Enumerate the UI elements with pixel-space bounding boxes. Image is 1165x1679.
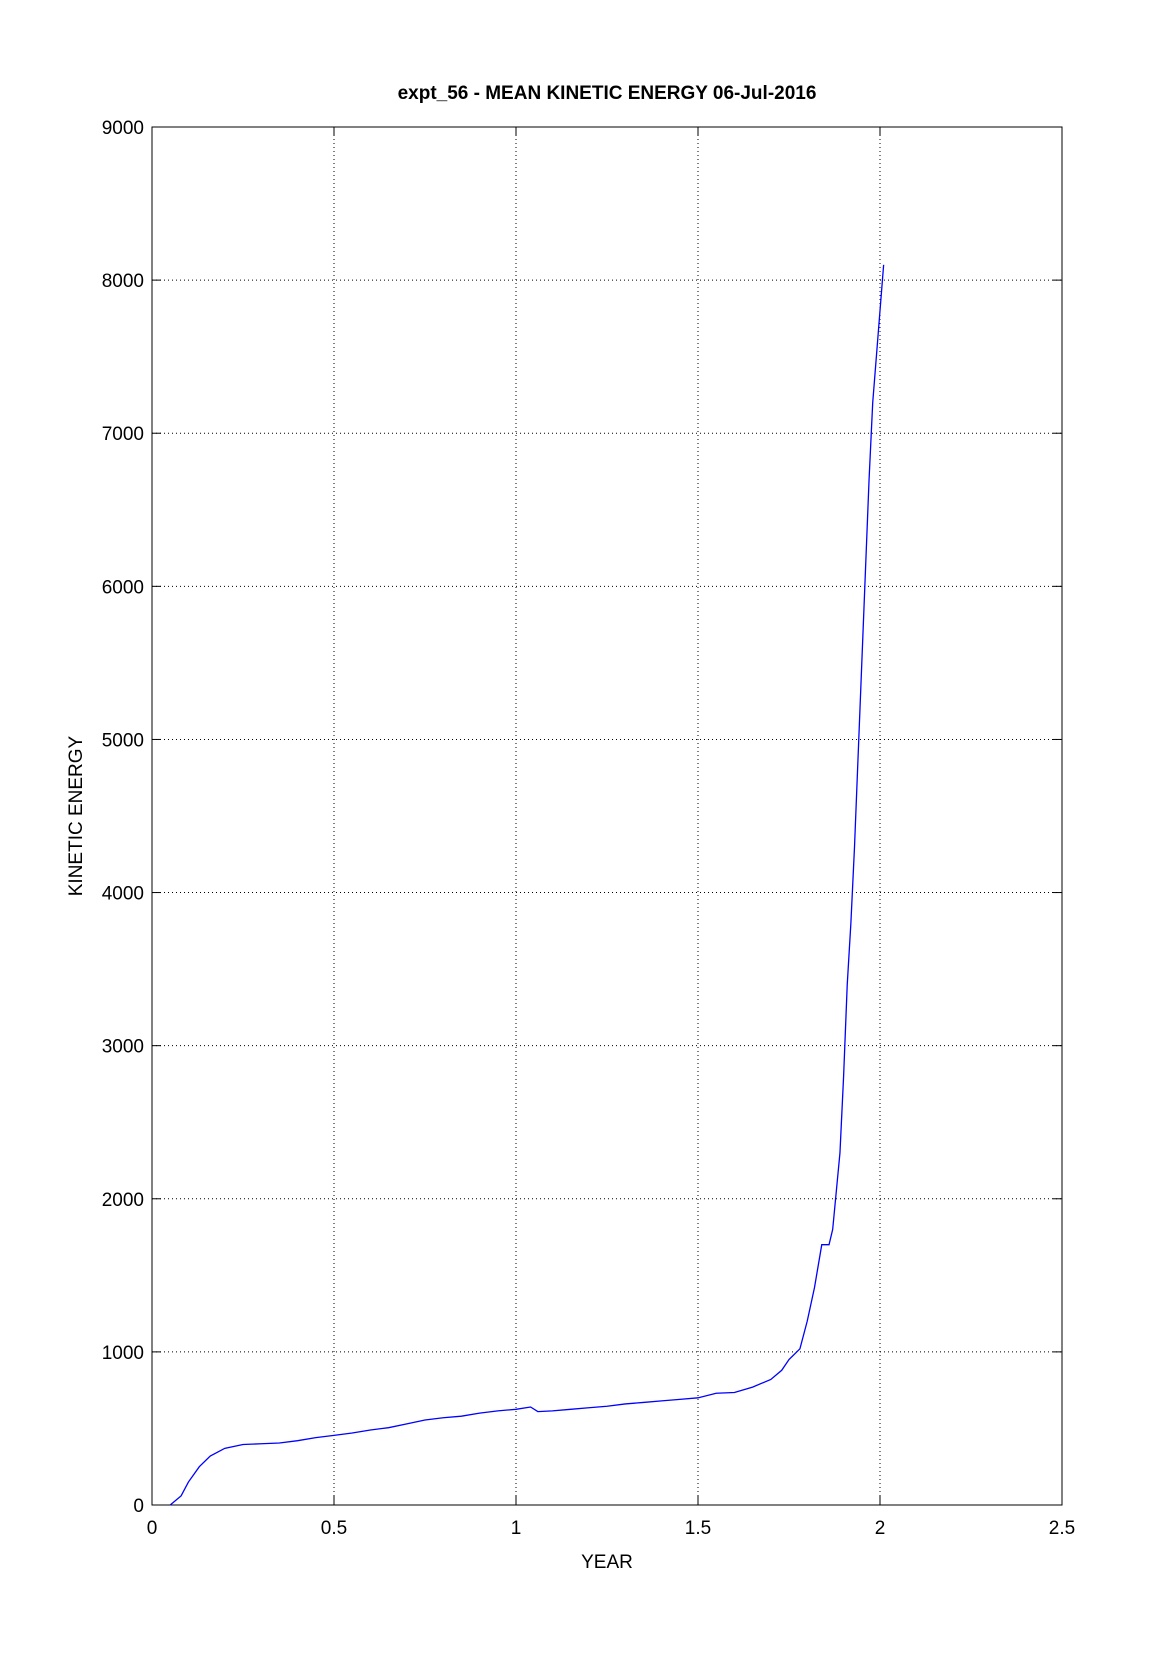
y-tick-label: 7000 — [102, 424, 144, 445]
x-tick-label: 1 — [511, 1518, 522, 1539]
x-tick-label: 0 — [147, 1518, 158, 1539]
x-tick-label: 2 — [875, 1518, 886, 1539]
y-axis-label: KINETIC ENERGY — [66, 735, 87, 896]
x-tick-label: 1.5 — [685, 1518, 711, 1539]
y-tick-label: 8000 — [102, 271, 144, 292]
y-tick-label: 9000 — [102, 118, 144, 139]
chart-title: expt_56 - MEAN KINETIC ENERGY 06-Jul-201… — [398, 83, 817, 104]
data-line — [169, 264, 885, 1506]
y-tick-label: 0 — [133, 1496, 144, 1517]
y-tick-label: 4000 — [102, 884, 144, 905]
plot-frame — [151, 126, 1063, 1506]
x-tick-label: 2.5 — [1049, 1518, 1075, 1539]
y-tick-label: 5000 — [102, 730, 144, 751]
y-tick-label: 6000 — [102, 577, 144, 598]
y-tick-label: 3000 — [102, 1037, 144, 1058]
y-tick-label: 1000 — [102, 1343, 144, 1364]
y-tick-label: 2000 — [102, 1190, 144, 1211]
x-tick-label: 0.5 — [321, 1518, 347, 1539]
x-axis-label: YEAR — [581, 1552, 633, 1573]
